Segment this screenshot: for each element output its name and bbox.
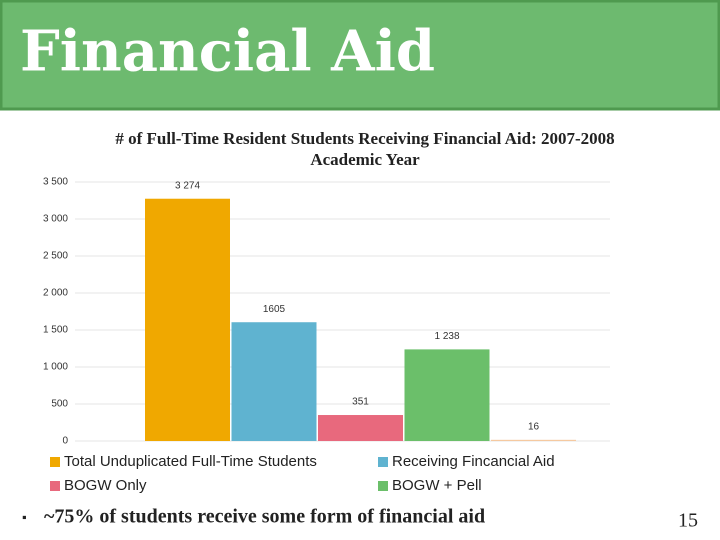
legend-label: BOGW + Pell bbox=[392, 477, 482, 494]
legend-label: Total Unduplicated Full-Time Students bbox=[64, 453, 317, 470]
y-tick-label: 3 000 bbox=[43, 214, 68, 225]
bullet-marker: ▪ bbox=[22, 509, 27, 524]
chart-title: # of Full-Time Resident Students Receivi… bbox=[115, 129, 615, 169]
value-label: 351 bbox=[352, 397, 369, 408]
page-number: 15 bbox=[678, 510, 698, 532]
header-band bbox=[0, 0, 720, 111]
bar bbox=[231, 322, 317, 441]
bar bbox=[318, 415, 403, 441]
y-tick-label: 1 000 bbox=[43, 362, 68, 373]
y-tick-label: 3 500 bbox=[43, 177, 68, 188]
slide-title: Financial Aid bbox=[20, 19, 435, 85]
legend-label: BOGW Only bbox=[64, 477, 147, 494]
y-tick-label: 2 000 bbox=[43, 288, 68, 299]
value-label: 3 274 bbox=[175, 180, 200, 191]
bar bbox=[491, 439, 576, 441]
value-label: 16 bbox=[528, 421, 540, 432]
bullet-text: ~75% of students receive some form of fi… bbox=[44, 506, 485, 528]
value-label: 1605 bbox=[263, 304, 286, 315]
y-tick-label: 2 500 bbox=[43, 251, 68, 262]
chart-title-box: # of Full-Time Resident Students Receivi… bbox=[115, 129, 615, 169]
y-tick-label: 500 bbox=[51, 399, 68, 410]
value-label: 1 238 bbox=[434, 331, 459, 342]
legend-swatch bbox=[50, 481, 60, 491]
y-tick-label: 1 500 bbox=[43, 325, 68, 336]
legend-swatch bbox=[378, 481, 388, 491]
bar bbox=[145, 198, 230, 441]
bar bbox=[404, 349, 490, 441]
y-tick-label: 0 bbox=[62, 436, 68, 447]
legend-label: Receiving Fincancial Aid bbox=[392, 453, 555, 470]
legend-swatch bbox=[378, 457, 388, 467]
legend-swatch bbox=[50, 457, 60, 467]
